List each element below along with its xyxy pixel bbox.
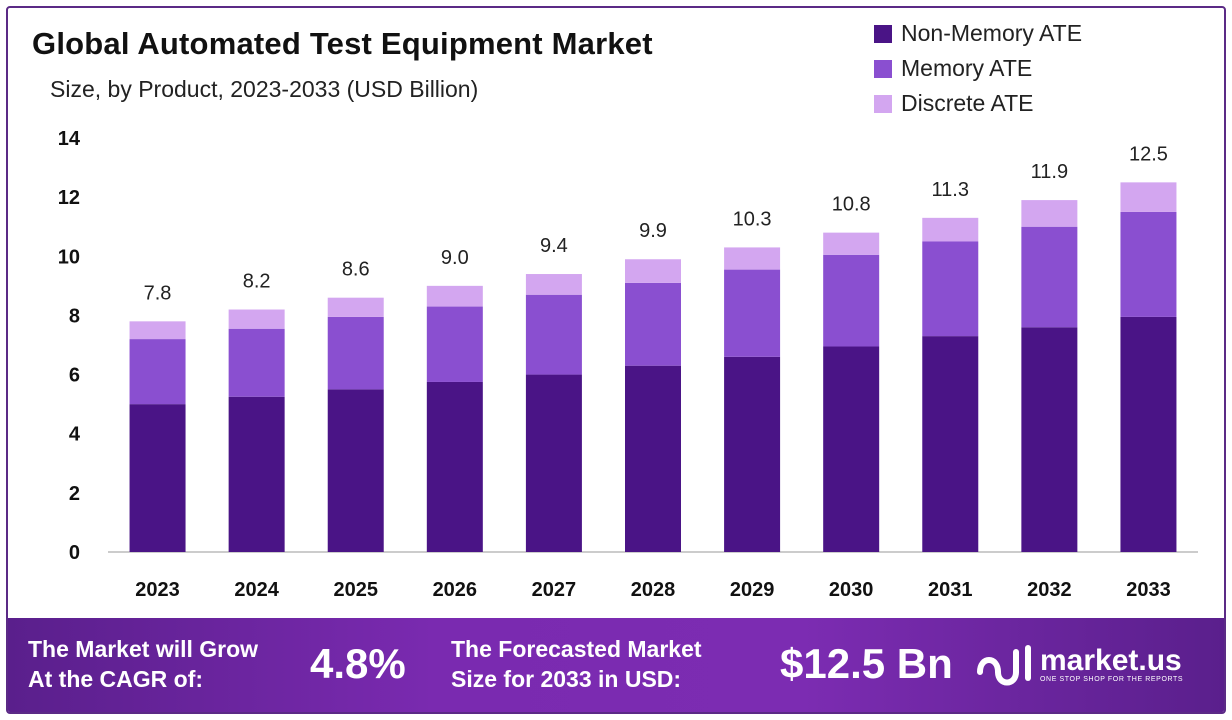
x-tick-label: 2024 [234,579,279,601]
bar-segment [922,336,979,552]
bar-segment [129,339,186,405]
y-tick-label: 0 [69,542,80,564]
total-label: 9.9 [639,220,667,242]
bar-segment [724,247,781,270]
bar-segment [525,274,582,295]
chart-frame: Global Automated Test Equipment Market S… [6,6,1226,714]
market-us-logo-icon [977,645,1031,686]
bar-segment [625,259,681,283]
x-tick-label: 2027 [532,579,577,601]
forecast-label-line2: Size for 2033 in USD: [451,666,682,692]
bar-segment [922,217,979,242]
x-tick-label: 2029 [730,579,775,601]
cagr-label-line2: At the CAGR of: [28,666,204,692]
legend-label-memory: Memory ATE [901,55,1033,81]
bar-segment [426,306,483,382]
total-label: 11.3 [932,179,969,201]
bar-segment [129,404,186,552]
total-label: 8.6 [342,259,370,281]
bar-segment [129,321,186,340]
legend-swatch-non-memory [874,24,892,43]
x-tick-label: 2032 [1027,579,1072,601]
total-label: 10.3 [733,208,772,230]
bar-segment [625,365,681,552]
x-tick-label: 2025 [333,579,378,601]
legend-label-non-memory: Non-Memory ATE [901,20,1083,46]
bar-segment [228,396,285,552]
x-tick-label: 2023 [135,579,180,601]
x-tick-label: 2030 [829,579,874,601]
total-label: 8.2 [243,271,271,293]
total-label: 12.5 [1129,143,1168,165]
bar-segment [1120,316,1177,552]
legend-item-discrete: Discrete ATE [874,86,1082,121]
legend-label-discrete: Discrete ATE [901,90,1034,116]
bar-segment [327,297,384,317]
forecast-label-line1: The Forecasted Market [451,636,702,662]
bar-chart: 0 2 4 6 8 10 12 14 7.8 2023 8.2 2024 8.6 2025 9.0 2026 9… [58,128,1198,601]
bar-segment [823,254,880,347]
bar-segment [525,374,582,552]
bar-segment [426,285,483,307]
y-tick-label: 4 [69,424,81,446]
y-tick-label: 10 [58,246,80,268]
market-us-logo: market.us ONE STOP SHOP FOR THE REPORTS [976,642,1183,686]
legend: Non-Memory ATE Memory ATE Discrete ATE [874,16,1082,121]
summary-banner: The Market will Grow At the CAGR of: 4.8… [8,618,1224,712]
bar-segment [625,282,681,366]
total-label: 11.9 [1031,161,1068,183]
y-tick-label: 12 [58,187,80,209]
cagr-label: The Market will Grow At the CAGR of: [28,634,258,694]
total-label: 9.0 [441,247,469,269]
cagr-value: 4.8% [310,640,406,687]
chart-title: Global Automated Test Equipment Market [32,26,653,61]
bar-segment [1120,182,1177,212]
chart-subtitle: Size, by Product, 2023-2033 (USD Billion… [50,76,479,102]
bar-segment [1021,200,1078,227]
bar-segment [327,316,384,390]
bar-segment [228,309,285,329]
y-tick-label: 14 [58,128,81,150]
bar-segment [228,328,285,397]
legend-swatch-memory [874,59,892,78]
bar-segment [823,232,880,255]
total-label: 10.8 [832,194,871,216]
x-tick-label: 2028 [631,579,676,601]
y-tick-label: 8 [69,305,80,327]
forecast-value: $12.5 Bn [780,640,953,687]
bar-segment [525,294,582,375]
logo-tagline: ONE STOP SHOP FOR THE REPORTS [1040,675,1184,683]
x-tick-label: 2031 [928,579,973,601]
total-label: 7.8 [144,282,172,304]
bar-segment [724,269,781,357]
bar-segment [1120,211,1177,317]
bar-segment [426,381,483,552]
bar-segment [922,241,979,337]
legend-item-memory: Memory ATE [874,51,1082,86]
bar-segment [327,389,384,552]
y-tick-label: 6 [69,365,80,387]
y-tick-label: 2 [69,483,80,505]
legend-item-non-memory: Non-Memory ATE [874,16,1082,51]
bar-segment [1021,327,1078,552]
logo-name: market.us [1040,643,1182,677]
legend-swatch-discrete [874,94,892,113]
forecast-label: The Forecasted Market Size for 2033 in U… [451,634,702,694]
x-tick-label: 2033 [1126,579,1171,601]
bar-segment [1021,226,1078,328]
total-label: 9.4 [540,235,568,257]
bar-segment [823,346,880,552]
cagr-label-line1: The Market will Grow [28,636,259,662]
x-tick-label: 2026 [433,579,478,601]
bar-segment [724,356,781,552]
